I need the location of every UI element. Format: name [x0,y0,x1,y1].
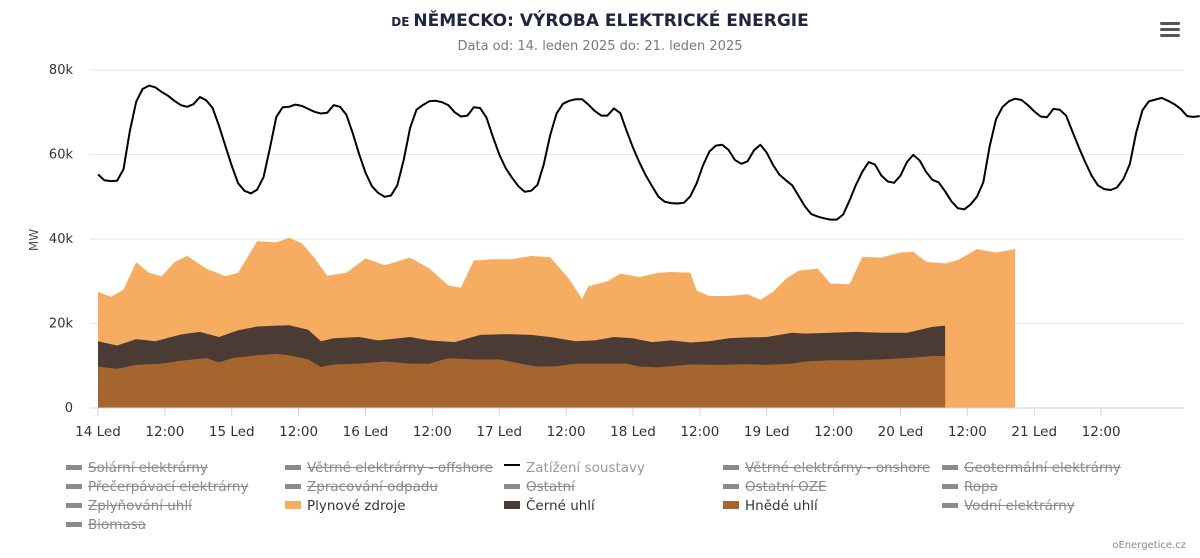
legend-symbol [66,483,82,489]
legend-label: Ostatní OZE [745,479,827,495]
x-tick-label: 12:00 [1082,424,1121,440]
legend-item[interactable]: Hnědé uhlí [723,497,818,515]
menu-bar [1160,22,1180,25]
legend-symbol [285,501,301,509]
legend-symbol [66,521,82,527]
legend-label: Větrné elektrárny - offshore [307,460,493,476]
series-areas [98,237,1016,408]
chart-subtitle: Data od: 14. leden 2025 do: 21. leden 20… [457,39,743,54]
legend-label: Zplyňování uhlí [88,498,192,514]
x-tick-label: 12:00 [680,424,719,440]
legend-symbol [66,502,82,508]
x-tick-label: 12:00 [948,424,987,440]
legend-item[interactable]: Ostatní OZE [723,478,827,496]
legend-symbol [504,464,520,466]
y-tick-label: 40k [49,232,74,247]
legend-label: Vodní elektrárny [964,498,1075,514]
axes: 0 20k 40k 60k 80k MW 14 Led 12:00 15 Led 12:00 16 … [27,63,1184,440]
country-code: DE [391,15,410,29]
legend-label: Černé uhlí [526,498,595,514]
legend-item[interactable]: Zatížení soustavy [504,459,645,477]
legend-symbol [504,501,520,509]
x-tick-label: 16 Led [343,424,389,440]
legend-label: Biomasa [88,517,147,533]
legend-label: Solární elektrárny [88,460,208,476]
series-lines [97,84,1200,221]
x-tick-label: 18 Led [610,424,656,440]
x-tick-label: 12:00 [279,424,318,440]
legend-item[interactable]: Vodní elektrárny [942,497,1075,515]
y-axis-title: MW [27,229,41,251]
legend-label: Geotermální elektrárny [964,460,1121,476]
x-tick-label: 20 Led [878,424,924,440]
credit-text: oEnergetice.cz [1112,540,1186,551]
legend-symbol [942,464,958,470]
legend-label: Ropa [964,479,998,495]
legend-label: Zpracování odpadu [307,479,438,495]
x-tick-label: 12:00 [547,424,586,440]
y-tick-label: 0 [65,401,73,416]
x-tick-label: 17 Led [476,424,522,440]
y-tick-label: 20k [49,317,74,332]
legend-label: Ostatní [526,479,575,495]
hamburger-menu-icon[interactable] [1160,22,1180,38]
legend-item[interactable]: Černé uhlí [504,497,595,515]
x-tick-label: 15 Led [209,424,255,440]
legend-symbol [285,464,301,470]
legend-symbol [66,464,82,470]
legend-item[interactable]: Solární elektrárny [66,459,208,477]
x-tick-label: 12:00 [413,424,452,440]
legend-item[interactable]: Ropa [942,478,998,496]
x-tick-label: 14 Led [75,424,121,440]
y-tick-label: 60k [49,148,74,163]
legend-item[interactable]: Větrné elektrárny - offshore [285,459,493,477]
legend-label: Hnědé uhlí [745,498,818,514]
legend-symbol [723,464,739,470]
legend-item[interactable]: Zpracování odpadu [285,478,438,496]
legend-label: Plynové zdroje [307,498,406,514]
legend-label: Přečerpávací elektrárny [88,479,249,495]
legend-symbol [942,483,958,489]
x-tick-label: 19 Led [744,424,790,440]
y-tick-label: 80k [49,63,74,78]
x-tick-label: 12:00 [814,424,853,440]
legend-item[interactable]: Větrné elektrárny - onshore [723,459,930,477]
legend-item[interactable]: Ostatní [504,478,575,496]
chart-plot: 0 20k 40k 60k 80k MW 14 Led 12:00 15 Led 12:00 16 … [27,63,1200,440]
legend-symbol [504,483,520,489]
legend-symbol [942,502,958,508]
chart-title: DE NĚMECKO: VÝROBA ELEKTRICKÉ ENERGIE [0,11,1200,31]
legend: Solární elektrárny Větrné elektrárny - of… [66,459,1176,539]
legend-item[interactable]: Geotermální elektrárny [942,459,1121,477]
x-tick-label: 12:00 [145,424,184,440]
legend-label: Zatížení soustavy [526,460,645,476]
x-tick-label: 21 Led [1011,424,1057,440]
menu-bar [1160,34,1180,37]
legend-item[interactable]: Zplyňování uhlí [66,497,192,515]
legend-symbol [723,501,739,509]
chart-title-text: NĚMECKO: VÝROBA ELEKTRICKÉ ENERGIE [413,11,809,31]
menu-bar [1160,28,1180,31]
legend-item[interactable]: Biomasa [66,516,146,534]
legend-label: Větrné elektrárny - onshore [745,460,931,476]
legend-symbol [723,483,739,489]
series-line [97,84,1200,221]
legend-item[interactable]: Plynové zdroje [285,497,406,515]
legend-item[interactable]: Přečerpávací elektrárny [66,478,248,496]
series-area [98,353,946,408]
legend-symbol [285,483,301,489]
